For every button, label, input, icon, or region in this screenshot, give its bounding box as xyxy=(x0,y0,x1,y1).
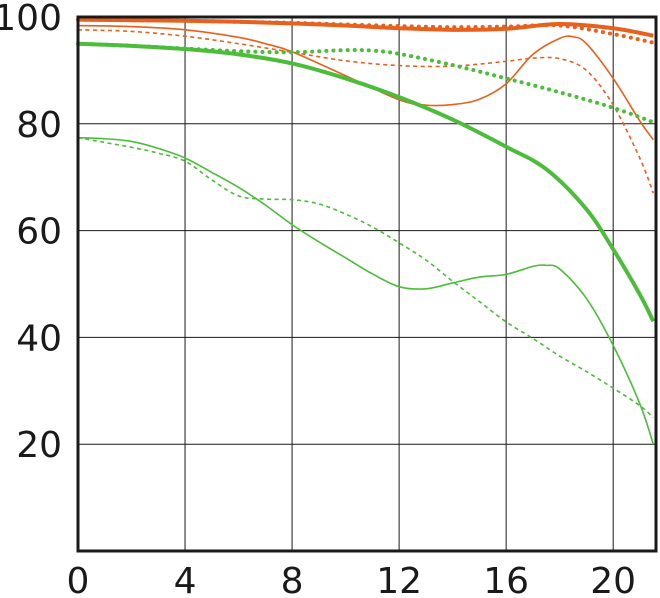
x-tick-label: 4 xyxy=(174,561,197,598)
y-tick-label: 40 xyxy=(16,318,62,359)
plot-frame xyxy=(76,15,658,553)
x-tick-label: 12 xyxy=(376,561,422,598)
series-line-green-thick-solid xyxy=(77,41,656,323)
grid-lines xyxy=(78,16,656,551)
x-tick-label: 0 xyxy=(67,561,90,598)
series-line-green-thin-solid xyxy=(77,136,655,445)
y-tick-label: 20 xyxy=(16,425,62,466)
chart-series xyxy=(76,17,656,445)
series-line-orange-thin-solid xyxy=(77,24,654,141)
y-tick-label: 60 xyxy=(16,212,62,253)
series-line-green-thin-dashed xyxy=(77,136,654,419)
x-tick-labels: 0 4 8 12 16 20 xyxy=(67,561,637,598)
y-tick-label: 100 xyxy=(0,0,62,39)
series-line-orange-thin-dashed xyxy=(77,29,655,194)
y-tick-labels: 20 40 60 80 100 xyxy=(0,0,62,466)
x-tick-label: 8 xyxy=(281,561,304,598)
x-tick-label: 20 xyxy=(590,561,636,598)
series-line-orange-thick-solid xyxy=(77,17,654,38)
x-tick-label: 16 xyxy=(483,561,529,598)
y-tick-label: 80 xyxy=(16,105,62,146)
